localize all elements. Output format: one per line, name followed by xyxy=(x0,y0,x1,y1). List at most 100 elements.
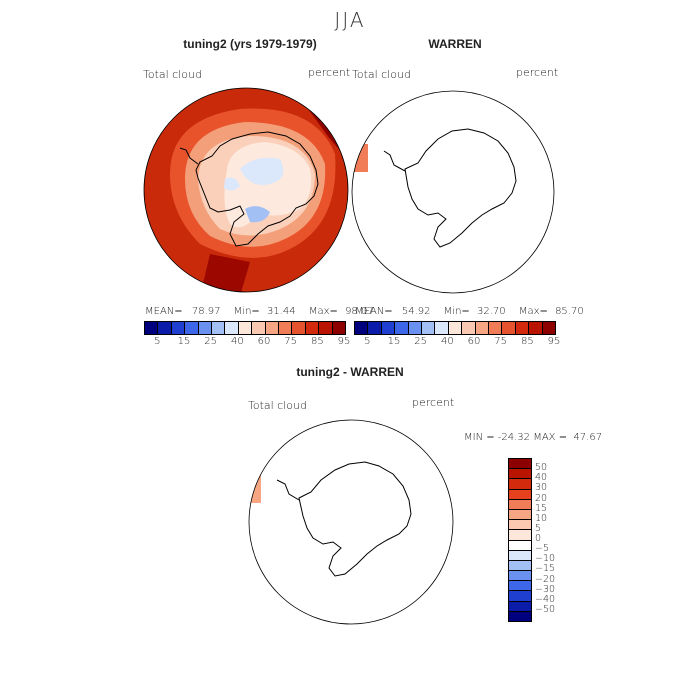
diff-map-border xyxy=(248,419,454,625)
obs-colorbar-swatch xyxy=(380,322,395,334)
obs-colorbar-swatch xyxy=(528,322,542,334)
model-colorbar-swatch xyxy=(237,322,252,334)
diff-colorbar-labels: 50 40 30 20 15 10 5 0 −5 −10 −15 −20 −30 −40 −50 xyxy=(535,458,575,620)
obs-coastline xyxy=(404,128,517,248)
diff-coastline xyxy=(298,461,412,577)
model-map-border xyxy=(143,87,349,293)
obs-min-label: Min= xyxy=(443,306,470,317)
diff-polar-map xyxy=(248,419,454,625)
diff-colorbar-swatch xyxy=(509,590,531,601)
diff-colorbar-swatch xyxy=(509,468,531,479)
obs-colorbar xyxy=(354,321,556,335)
diff-colorbar-label: 10 xyxy=(535,512,548,524)
model-colorbar-label: 85 xyxy=(310,336,324,347)
model-panel-title: tuning2 (yrs 1979-1979) xyxy=(183,37,317,51)
model-colorbar-label: 25 xyxy=(204,336,218,347)
model-colorbar-swatch xyxy=(170,322,185,334)
obs-min-value: 32.70 xyxy=(476,306,506,317)
figure-title: JJA xyxy=(334,8,366,32)
diff-colorbar-label: 50 xyxy=(535,462,548,474)
obs-stats: MEAN= 54.92 Min= 32.70 Max= 85.70 xyxy=(355,306,584,317)
model-colorbar-label: 15 xyxy=(177,336,191,347)
obs-colorbar-label: 25 xyxy=(414,336,428,347)
diff-colorbar-label: 15 xyxy=(535,502,548,514)
diff-colorbar-swatch xyxy=(509,488,531,499)
model-field-blue3 xyxy=(224,177,240,191)
obs-colorbar-swatch xyxy=(514,322,529,334)
obs-mean-value: 54.92 xyxy=(401,306,431,317)
model-colorbar-swatch xyxy=(304,322,319,334)
diff-colorbar-label: 20 xyxy=(535,492,548,504)
model-colorbar-swatch xyxy=(184,322,198,334)
diff-colorbar-swatch xyxy=(509,559,531,571)
obs-colorbar-label: 15 xyxy=(387,336,401,347)
model-left-label: Total cloud xyxy=(143,68,202,81)
diff-colorbar-swatch xyxy=(509,459,531,469)
obs-colorbar-swatch xyxy=(367,322,381,334)
diff-panel-title: tuning2 - WARREN xyxy=(296,365,404,379)
diff-peninsula xyxy=(276,479,300,501)
obs-colorbar-swatch xyxy=(488,322,502,334)
obs-colorbar-swatch xyxy=(474,322,489,334)
diff-colorbar-swatch xyxy=(509,529,531,540)
diff-colorbar-swatch xyxy=(509,539,531,550)
diff-colorbar-label: 0 xyxy=(535,533,542,544)
model-colorbar-swatch xyxy=(291,322,305,334)
model-min-value: 31.44 xyxy=(266,306,296,317)
obs-colorbar-swatch xyxy=(501,322,515,334)
obs-colorbar-swatch xyxy=(421,322,435,334)
model-colorbar-swatch xyxy=(318,322,332,334)
obs-colorbar-label: 95 xyxy=(547,336,561,347)
model-mean-value: 78.97 xyxy=(191,306,221,317)
obs-max-value: 85.70 xyxy=(555,306,584,317)
obs-mean-label: MEAN= xyxy=(355,306,393,317)
obs-colorbar-label: 75 xyxy=(494,336,508,347)
obs-left-label: Total cloud xyxy=(352,68,411,81)
obs-polar-map xyxy=(351,90,555,294)
model-colorbar-label: 95 xyxy=(337,336,351,347)
model-peninsula xyxy=(179,147,199,165)
model-field-blue2 xyxy=(245,206,270,223)
obs-map-border xyxy=(351,90,555,294)
obs-colorbar-swatch xyxy=(461,322,475,334)
diff-colorbar-label: −40 xyxy=(535,593,556,605)
diff-colorbar-label: 40 xyxy=(535,472,548,484)
model-field-blue1 xyxy=(240,157,284,185)
obs-colorbar-swatch xyxy=(407,322,422,334)
obs-colorbar-label: 85 xyxy=(520,336,534,347)
model-colorbar-swatch xyxy=(157,322,171,334)
diff-colorbar-label: −20 xyxy=(535,573,556,585)
model-colorbar-label: 5 xyxy=(154,336,161,347)
model-coastline xyxy=(195,131,319,247)
diff-colorbar-swatch xyxy=(509,580,531,591)
diff-colorbar-swatch xyxy=(509,498,531,509)
obs-field-patch xyxy=(352,144,368,172)
obs-colorbar-swatch xyxy=(541,322,556,334)
model-colorbar-swatch xyxy=(251,322,265,334)
model-colorbar-swatch xyxy=(278,322,292,334)
diff-colorbar-swatch xyxy=(509,478,531,489)
obs-colorbar-label: 60 xyxy=(467,336,481,347)
diff-left-label: Total cloud xyxy=(248,399,307,412)
model-stats: MEAN= 78.97 Min= 31.44 Max= 98.07 xyxy=(145,306,374,317)
diff-colorbar-swatch xyxy=(509,570,531,581)
model-colorbar-swatch xyxy=(145,322,158,334)
model-field-dark-s xyxy=(200,254,250,292)
diff-colorbar-label: 30 xyxy=(535,482,548,494)
model-colorbar-labels: 5 15 25 40 60 75 85 95 xyxy=(144,336,350,350)
model-colorbar-swatch xyxy=(264,322,279,334)
model-max-label: Max= xyxy=(308,306,338,317)
model-colorbar-swatch xyxy=(224,322,238,334)
model-colorbar-label: 75 xyxy=(284,336,298,347)
diff-colorbar-label: −50 xyxy=(535,603,556,615)
diff-colorbar-label: −30 xyxy=(535,583,556,595)
model-colorbar-swatch xyxy=(331,322,346,334)
diff-colorbar xyxy=(508,458,532,622)
diff-range-text: MIN = -24.32 MAX = 47.67 xyxy=(464,432,603,443)
obs-colorbar-label: 5 xyxy=(364,336,371,347)
obs-colorbar-swatch xyxy=(355,322,368,334)
diff-colorbar-swatch xyxy=(509,549,531,560)
obs-colorbar-swatch xyxy=(447,322,462,334)
model-max-value: 98.07 xyxy=(345,306,374,317)
diff-colorbar-swatch xyxy=(509,508,531,520)
